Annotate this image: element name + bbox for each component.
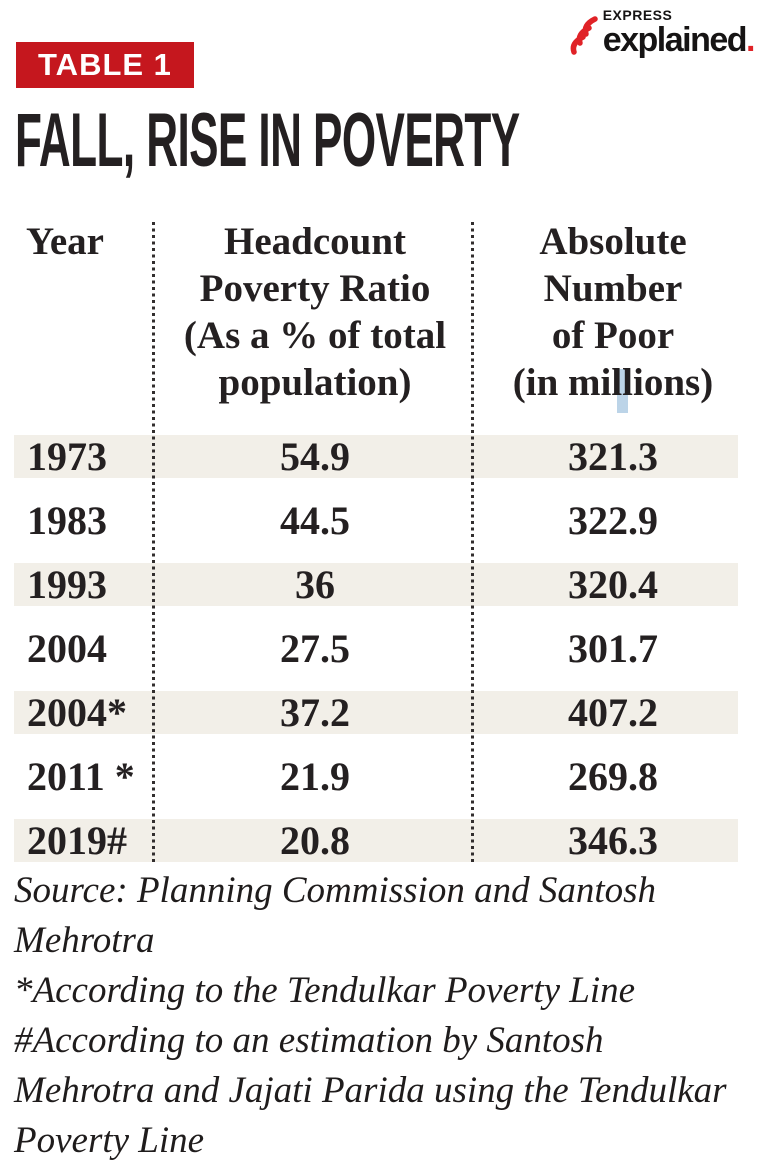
table-number-label: TABLE 1 [38,47,172,82]
year-cell: 2019# [27,817,127,863]
poverty-ratio-cell: 21.9 [280,753,350,799]
poverty-ratio-cell: 20.8 [280,817,350,863]
header-poverty-ratio: Headcount Poverty Ratio (As a % of total… [183,220,447,404]
year-cell: 1993 [27,561,107,607]
table-number-badge: TABLE 1 [16,42,194,88]
table-row: 2004* 37.2 407.2 [0,680,759,744]
poverty-ratio-cell: 27.5 [280,625,350,671]
absolute-poor-cell: 320.4 [568,561,658,607]
poverty-ratio-cell: 44.5 [280,497,350,543]
year-cell: 1983 [27,497,107,543]
page-title: FALL, RISE IN POVERTY [15,98,520,183]
text-highlight-artifact [617,369,628,413]
year-cell: 2004* [27,689,127,735]
absolute-poor-cell: 301.7 [568,625,658,671]
table-row: 2019# 20.8 346.3 [0,808,759,872]
table-rows: 1973 54.9 321.3 1983 44.5 322.9 1993 36 320.4 200… [0,424,759,872]
flame-icon [570,15,600,62]
header-year: Year [26,220,104,263]
logo-red-dot: . [746,21,755,59]
logo-explained-label: explained. [602,21,756,59]
poverty-ratio-cell: 37.2 [280,689,350,735]
logo-express-label: EXPRESS [602,7,673,23]
table-row: 2004 27.5 301.7 [0,616,759,680]
hash-note: #According to an estimation by Santosh M… [14,1020,727,1161]
poverty-ratio-cell: 36 [295,561,335,607]
header-absolute-poor: Absolute Number of Poor (in millions) [512,220,714,404]
source-notes: Source: Planning Commission and Santosh … [14,866,759,1166]
express-explained-logo: EXPRESS explained. [570,7,756,62]
table-header: Year Headcount Poverty Ratio (As a % of … [0,218,759,406]
year-cell: 1973 [27,433,107,479]
absolute-poor-cell: 346.3 [568,817,658,863]
asterisk-note: *According to the Tendulkar Poverty Line [14,970,636,1011]
table-row: 1993 36 320.4 [0,552,759,616]
column-divider-left [152,222,155,863]
absolute-poor-cell: 322.9 [568,497,658,543]
poverty-ratio-cell: 54.9 [280,433,350,479]
absolute-poor-cell: 407.2 [568,689,658,735]
year-cell: 2011 * [27,753,135,799]
column-divider-right [471,222,474,863]
source-note: Source: Planning Commission and Santosh … [14,870,657,961]
logo-text: EXPRESS explained. [602,7,756,59]
table-row: 1973 54.9 321.3 [0,424,759,488]
table-row: 1983 44.5 322.9 [0,488,759,552]
table-row: 2011 * 21.9 269.8 [0,744,759,808]
absolute-poor-cell: 269.8 [568,753,658,799]
absolute-poor-cell: 321.3 [568,433,658,479]
year-cell: 2004 [27,625,107,671]
